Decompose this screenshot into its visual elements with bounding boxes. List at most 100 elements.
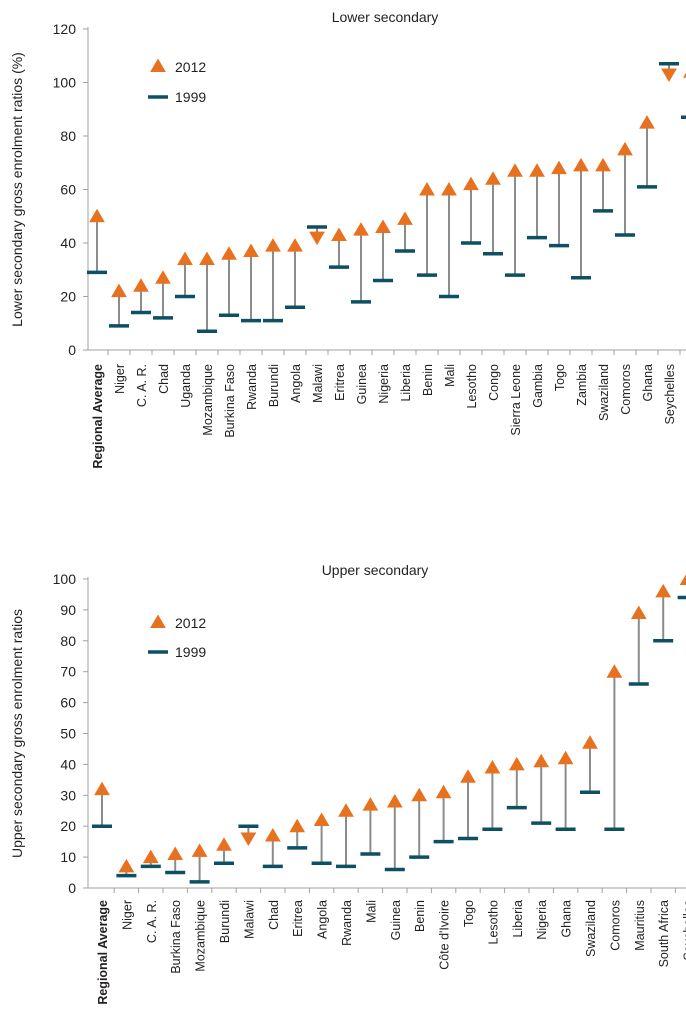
y-tick-label: 40 [60, 235, 76, 251]
x-category-label: Lesotho [465, 364, 479, 409]
x-category-label: Rwanda [340, 900, 354, 946]
x-category-label: Burkina Faso [223, 364, 237, 438]
y-tick-label: 50 [60, 726, 76, 742]
y-axis-label: Upper secondary gross enrolment ratios [9, 609, 25, 858]
x-category-label: Côte d'Ivoire [438, 900, 452, 970]
marker-2012 [133, 278, 149, 292]
marker-2012 [265, 238, 281, 252]
x-category-label: Swaziland [597, 364, 611, 421]
marker-2012 [264, 827, 281, 842]
y-tick-label: 20 [60, 289, 76, 305]
x-category-label: Zambia [575, 364, 589, 406]
x-category-label: Mali [364, 900, 378, 923]
marker-2012 [661, 68, 677, 82]
x-category-label: Guinea [389, 900, 403, 940]
marker-2012 [199, 251, 215, 266]
marker-2012 [507, 163, 523, 177]
x-category-label: Niger [113, 364, 127, 394]
marker-2012 [639, 115, 655, 129]
marker-2012 [435, 784, 452, 799]
x-category-label: Malawi [242, 900, 256, 939]
y-tick-label: 100 [53, 75, 77, 91]
marker-2012 [582, 735, 598, 749]
marker-2012 [463, 176, 479, 191]
marker-2012 [353, 222, 369, 236]
legend-label-1999: 1999 [175, 89, 206, 105]
marker-2012 [630, 605, 647, 619]
marker-2012 [397, 211, 413, 225]
marker-2012 [331, 227, 347, 241]
marker-2012 [94, 781, 110, 796]
y-tick-label: 120 [53, 21, 77, 37]
x-category-label: Swaziland [584, 900, 598, 957]
y-tick-label: 100 [53, 571, 77, 587]
x-category-label: Comoros [608, 900, 622, 951]
marker-2012 [240, 832, 257, 847]
marker-2012 [216, 837, 232, 851]
x-category-label: Eritrea [291, 900, 305, 937]
x-category-label: Mozambique [194, 900, 208, 972]
x-category-label: Mozambique [201, 364, 215, 436]
x-category-label: Seychelles [663, 364, 677, 424]
y-tick-label: 30 [60, 787, 76, 803]
y-tick-label: 0 [68, 880, 76, 896]
x-category-label: Burkina Faso [169, 900, 183, 974]
marker-2012 [411, 787, 428, 802]
x-category-label: Chad [157, 364, 171, 394]
chart-title: Upper secondary [322, 562, 429, 578]
marker-2012 [287, 238, 303, 252]
x-category-label: C. A. R. [145, 900, 159, 943]
marker-2012 [441, 182, 457, 196]
y-tick-label: 0 [68, 342, 76, 358]
x-category-label: Chad [267, 900, 281, 930]
y-tick-label: 60 [60, 695, 76, 711]
marker-2012 [533, 753, 550, 768]
marker-2012 [683, 72, 686, 78]
x-category-label: Benin [413, 900, 427, 932]
y-tick-label: 40 [60, 756, 76, 772]
x-category-label: Regional Average [96, 900, 110, 1005]
marker-2012 [191, 843, 208, 857]
marker-2012 [155, 270, 171, 284]
legend-label-2012: 2012 [175, 59, 206, 75]
marker-2012 [167, 846, 184, 861]
marker-2012 [655, 583, 672, 598]
marker-2012 [142, 849, 159, 864]
marker-2012 [338, 803, 354, 817]
marker-2012 [529, 163, 545, 177]
marker-2012 [679, 574, 686, 585]
x-category-label: C. A. R. [135, 364, 149, 407]
x-category-label: Eritrea [333, 364, 347, 401]
x-category-label: Nigeria [377, 364, 391, 404]
marker-2012 [243, 243, 259, 258]
legend-marker-2012 [150, 614, 166, 628]
x-category-label: Regional Average [91, 364, 105, 469]
marker-2012 [419, 182, 435, 196]
legend-label-1999: 1999 [175, 644, 206, 660]
marker-2012 [89, 208, 105, 223]
x-category-label: Seychelles [682, 900, 686, 960]
x-category-label: Congo [487, 364, 501, 401]
x-category-label: Rwanda [245, 364, 259, 410]
marker-2012 [595, 157, 611, 172]
marker-2012 [313, 812, 330, 827]
legend-marker-2012 [150, 58, 166, 72]
marker-2012 [375, 219, 391, 233]
y-tick-label: 70 [60, 664, 76, 680]
x-category-label: Burundi [267, 364, 281, 407]
marker-2012 [484, 759, 501, 774]
y-tick-label: 10 [60, 849, 76, 865]
x-category-label: Mauritius [633, 900, 647, 951]
y-tick-label: 60 [60, 182, 76, 198]
marker-2012 [289, 818, 306, 833]
y-tick-label: 90 [60, 602, 76, 618]
marker-2012 [557, 750, 574, 765]
marker-2012 [362, 797, 379, 811]
marker-2012 [485, 171, 501, 185]
x-category-label: Benin [421, 364, 435, 396]
x-category-label: Gambia [531, 364, 545, 408]
x-category-label: Nigeria [535, 900, 549, 940]
marker-2012 [606, 664, 623, 678]
x-category-label: Comoros [619, 364, 633, 415]
marker-2012 [309, 231, 325, 246]
